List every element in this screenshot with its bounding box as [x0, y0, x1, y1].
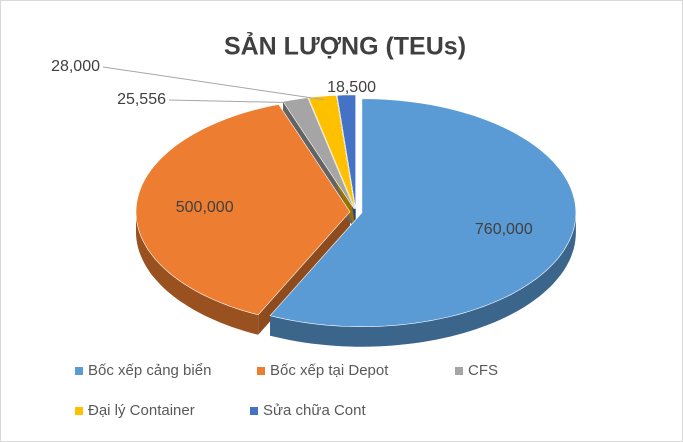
data-label: 500,000 — [176, 199, 234, 216]
slice — [336, 94, 356, 209]
slice — [135, 104, 351, 316]
data-label: 28,000 — [51, 58, 100, 75]
legend-label: Bốc xếp cảng biển — [88, 362, 211, 379]
legend-label: Sửa chữa Cont — [263, 402, 366, 419]
legend-swatch — [75, 367, 83, 375]
legend-label: Đại lý Container — [88, 402, 195, 419]
legend-swatch — [75, 407, 83, 415]
data-label: 25,556 — [117, 91, 166, 108]
slice-side — [270, 212, 576, 347]
slice — [269, 98, 577, 327]
data-label: 18,500 — [327, 79, 376, 96]
legend-swatch — [257, 367, 265, 375]
leader-line — [168, 99, 298, 104]
chart-title: SẢN LƯỢNG (TEUs) — [224, 31, 466, 61]
legend-label: CFS — [468, 362, 498, 379]
data-label: 760,000 — [475, 221, 533, 238]
legend-swatch — [250, 407, 258, 415]
legend-label: Bốc xếp tại Depot — [270, 362, 389, 379]
legend-swatch — [455, 367, 463, 375]
leader-line — [102, 66, 324, 101]
slice-side — [136, 211, 259, 335]
